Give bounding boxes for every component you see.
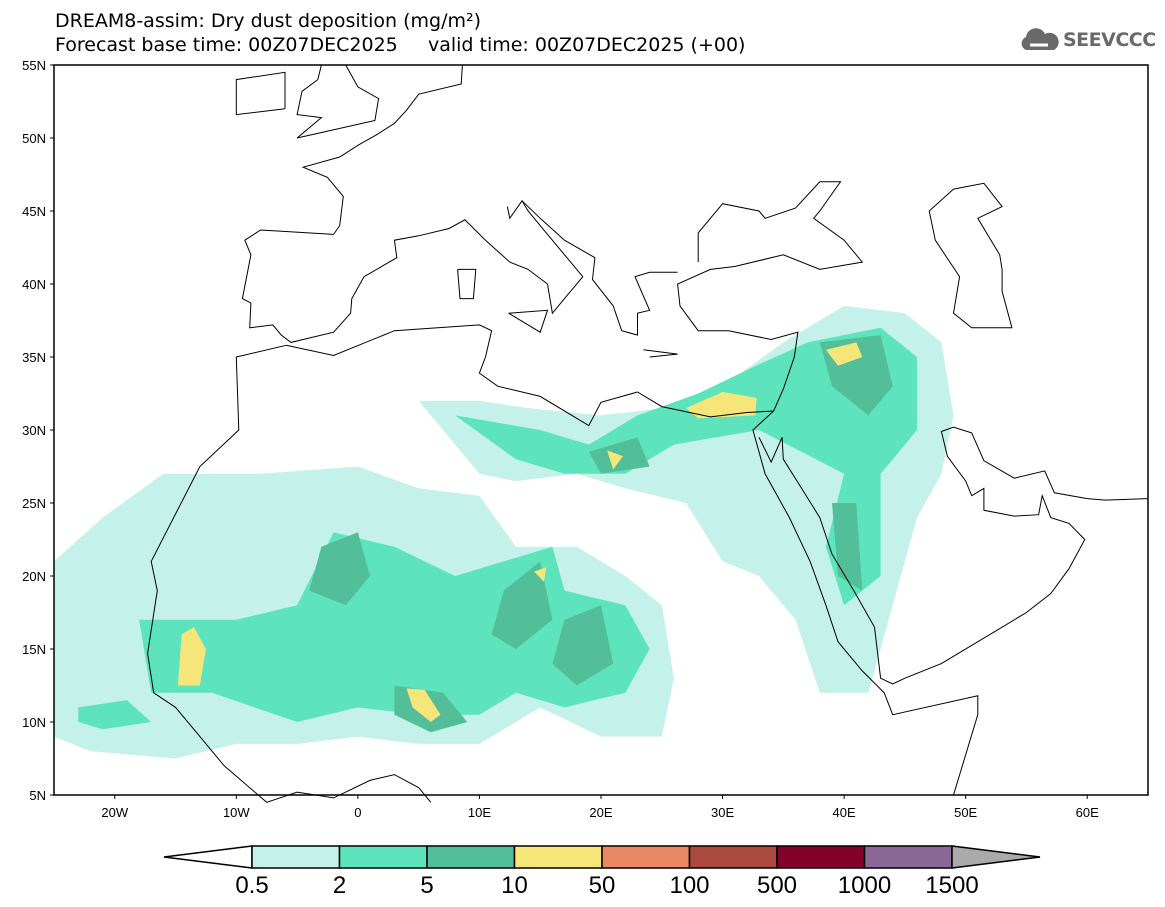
colorbar-swatch bbox=[688, 845, 778, 869]
coastline bbox=[508, 309, 549, 333]
colorbar-swatch bbox=[251, 845, 341, 869]
lon-tick-label: 60E bbox=[1076, 805, 1099, 820]
colorbar-swatch bbox=[426, 845, 516, 869]
lat-tick-label: 55N bbox=[22, 58, 46, 73]
colorbar-swatch bbox=[863, 845, 953, 869]
coastline bbox=[758, 426, 1149, 685]
coastline bbox=[147, 344, 432, 803]
lat-tick-label: 25N bbox=[22, 496, 46, 511]
map-subtitle: Forecast base time: 00Z07DEC2025 valid t… bbox=[55, 34, 746, 56]
coastline bbox=[521, 200, 678, 336]
dust-contour-region bbox=[825, 342, 863, 366]
colorbar-swatch bbox=[776, 845, 866, 869]
seevccc-logo: SEEVCCC bbox=[1018, 28, 1156, 52]
map-title: DREAM8-assim: Dry dust deposition (mg/m²… bbox=[55, 10, 482, 32]
colorbar-label: 10 bbox=[501, 872, 528, 899]
dust-contour-region bbox=[534, 567, 547, 582]
coastline bbox=[296, 64, 380, 139]
lat-tick-label: 45N bbox=[22, 204, 46, 219]
dust-contour-region bbox=[491, 561, 553, 649]
dust-contour-region bbox=[455, 327, 917, 606]
dust-contour-region bbox=[686, 392, 757, 419]
lon-tick-label: 40E bbox=[833, 805, 856, 820]
dust-contour-region bbox=[832, 503, 863, 591]
axis-ticks: 55N 50N 45N 40N 35N 30N 25N 20N 15N 10N 5N 20W 10W 0 1… bbox=[22, 58, 1099, 820]
colorbar-swatch bbox=[513, 845, 603, 869]
coastline bbox=[241, 64, 584, 343]
lat-tick-label: 35N bbox=[22, 350, 46, 365]
dust-contour-region bbox=[552, 605, 614, 686]
dust-contour-region bbox=[406, 688, 441, 722]
colorbar-label: 500 bbox=[757, 872, 797, 899]
colorbar-label: 1000 bbox=[838, 872, 891, 899]
coastlines bbox=[147, 64, 1149, 803]
coastline bbox=[928, 182, 1013, 329]
coastline bbox=[752, 410, 979, 796]
colorbar-under-triangle bbox=[163, 845, 253, 869]
lat-tick-label: 5N bbox=[29, 788, 46, 803]
colorbar-label: 5 bbox=[420, 872, 433, 899]
colorbar-over-triangle bbox=[951, 845, 1041, 869]
dust-fields bbox=[54, 305, 954, 759]
lon-tick-label: 20W bbox=[101, 805, 128, 820]
coastline bbox=[643, 349, 678, 358]
dust-contour-region bbox=[78, 700, 152, 730]
lat-tick-label: 50N bbox=[22, 131, 46, 146]
lat-tick-label: 40N bbox=[22, 277, 46, 292]
lon-tick-label: 0 bbox=[354, 805, 361, 820]
colorbar-label: 2 bbox=[333, 872, 346, 899]
lat-tick-label: 30N bbox=[22, 423, 46, 438]
dust-contour-region bbox=[309, 532, 370, 606]
lon-tick-label: 10W bbox=[223, 805, 250, 820]
lon-tick-label: 10E bbox=[468, 805, 491, 820]
coastline bbox=[286, 181, 864, 427]
lat-tick-label: 20N bbox=[22, 569, 46, 584]
coastline bbox=[296, 64, 323, 139]
colorbar-label: 100 bbox=[669, 872, 709, 899]
lon-tick-label: 30E bbox=[711, 805, 734, 820]
dust-contour-region bbox=[178, 627, 206, 686]
lon-tick-label: 20E bbox=[589, 805, 612, 820]
colorbar-label: 50 bbox=[589, 872, 616, 899]
lon-tick-label: 50E bbox=[954, 805, 977, 820]
lat-tick-label: 10N bbox=[22, 715, 46, 730]
colorbar-label: 1500 bbox=[925, 872, 978, 899]
coastline bbox=[235, 71, 286, 116]
colorbar: 0.5 2 5 10 50 100 500 1000 1500 bbox=[163, 845, 1041, 899]
dust-contour-region bbox=[607, 450, 623, 470]
lat-tick-label: 15N bbox=[22, 642, 46, 657]
colorbar-label: 0.5 bbox=[235, 872, 268, 899]
logo-text: SEEVCCC bbox=[1063, 29, 1156, 51]
cloud-icon bbox=[1021, 28, 1059, 50]
colorbar-swatch bbox=[338, 845, 428, 869]
coastline bbox=[457, 268, 477, 300]
colorbar-swatch bbox=[601, 845, 691, 869]
